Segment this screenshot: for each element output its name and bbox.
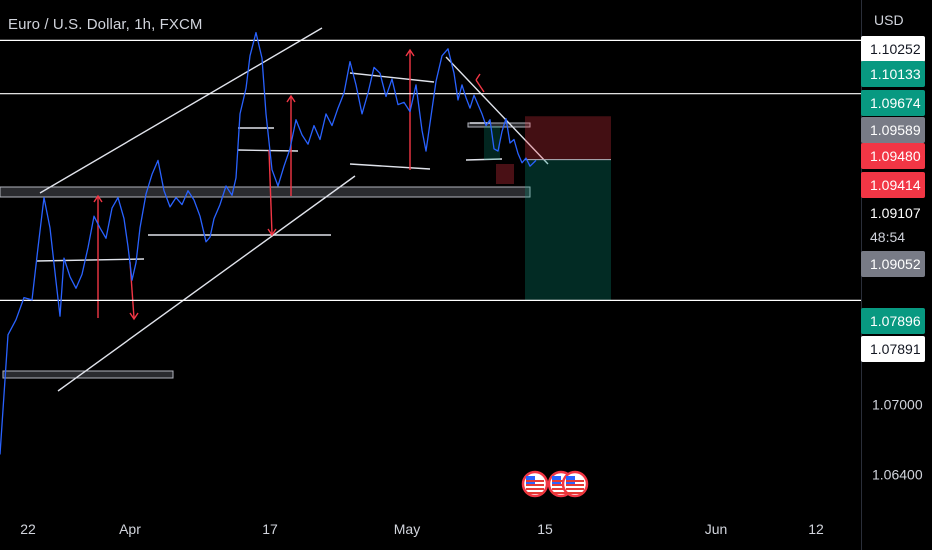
drawing-layer	[0, 27, 549, 392]
time-tick-label: Apr	[119, 521, 141, 537]
price-label-text: 1.09589	[870, 122, 921, 138]
price-label-box	[861, 251, 925, 277]
price-label-box	[861, 143, 925, 169]
time-tick-label: 12	[808, 521, 824, 537]
resistance-zone	[0, 186, 531, 198]
price-label-text: 1.10133	[870, 66, 921, 82]
time-tick-label: 22	[20, 521, 36, 537]
horizontal-levels	[0, 39, 861, 301]
time-tick-label: May	[394, 521, 420, 537]
price-label-text: 1.09414	[870, 177, 921, 193]
marker-line	[237, 149, 299, 152]
price-label-box	[861, 308, 925, 334]
arrow-up	[475, 73, 481, 81]
marker-line	[465, 158, 503, 161]
box-green-small	[484, 126, 500, 160]
time-axis: 22 Apr 17 May 15 Jun 12	[20, 521, 824, 537]
price-label-text: 1.09480	[870, 148, 921, 164]
price-label-box	[861, 172, 925, 198]
arrow-up-head	[93, 194, 103, 203]
arrow-down	[268, 149, 273, 235]
arrow-down	[475, 79, 485, 93]
small-zone	[467, 122, 531, 128]
price-label-text: 1.10252	[870, 41, 921, 57]
demand-zone	[2, 370, 174, 379]
chart-title: Euro / U.S. Dollar, 1h, FXCM	[8, 16, 203, 33]
marker-line	[349, 163, 431, 170]
marker-line	[35, 258, 145, 262]
channel-upper-line	[39, 27, 323, 194]
price-label-box	[861, 36, 925, 62]
time-tick-label: 17	[262, 521, 278, 537]
channel-lower-line	[57, 175, 356, 392]
price-label-box	[861, 61, 925, 87]
time-tick-label: 15	[537, 521, 553, 537]
us-flag-event-icon[interactable]	[521, 470, 549, 498]
arrow-up-head	[286, 94, 296, 103]
price-tick-label: 1.06400	[872, 466, 923, 482]
price-label-text: 1.09674	[870, 95, 921, 111]
price-line	[0, 31, 537, 455]
stop-loss-zone[interactable]	[525, 116, 611, 160]
marker-line	[349, 72, 435, 83]
box-red-small	[496, 164, 514, 184]
arrow-down-head	[129, 312, 139, 321]
currency-label: USD	[874, 12, 904, 28]
us-flag-event-icon[interactable]	[561, 470, 589, 498]
price-axis: 1.07000 1.06400 1.10252 1.10133 1.09674 1.095…	[861, 36, 925, 482]
time-tick-label: Jun	[705, 521, 728, 537]
price-label-box	[861, 117, 925, 143]
price-label-text: 1.07891	[870, 341, 921, 357]
take-profit-zone[interactable]	[525, 159, 611, 301]
economic-events[interactable]	[521, 470, 589, 498]
arrow-down-head	[267, 228, 277, 237]
bar-countdown: 48:54	[870, 229, 905, 245]
arrow-up-head	[405, 48, 415, 57]
price-label-text: 1.09052	[870, 256, 921, 272]
price-label-box	[861, 336, 925, 362]
descending-trendline	[445, 56, 549, 165]
price-label-text: 1.09107	[870, 205, 921, 221]
price-label-text: 1.07896	[870, 313, 921, 329]
price-series	[0, 31, 537, 455]
price-label-box	[861, 90, 925, 116]
short-position-tool[interactable]	[525, 116, 611, 301]
price-tick-label: 1.07000	[872, 397, 923, 413]
